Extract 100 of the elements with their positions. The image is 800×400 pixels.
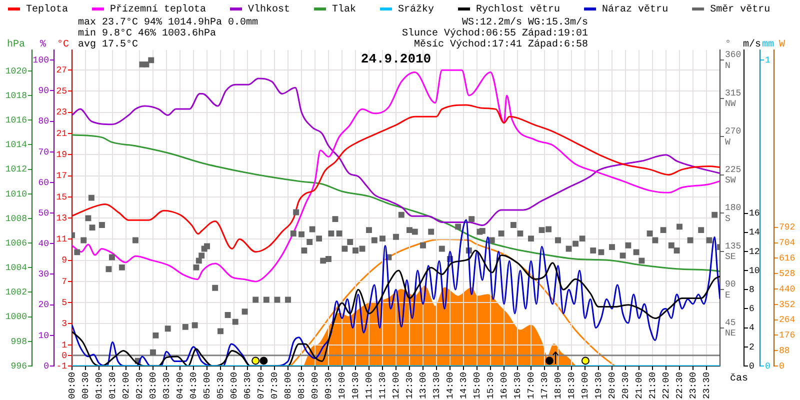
legend-label: Teplota <box>26 4 68 16</box>
y2-tick-label: 0 <box>44 361 49 372</box>
annotation: Měsíc Východ:17:41 Západ:6:58 <box>414 38 588 51</box>
y-tick-label: 12 <box>749 246 760 257</box>
y-tick-label: 10 <box>749 266 760 276</box>
y2-tick-label: 30 <box>38 270 49 280</box>
text: max 23.7°C 94% 1014.9hPa 0.0mm <box>78 16 258 29</box>
x-tick-label: 03:30 <box>162 372 172 400</box>
x-tick-label: 05:30 <box>216 372 226 400</box>
y3-tick-label: 1006 <box>5 238 27 248</box>
y2-tick-label: 50 <box>38 208 49 218</box>
y-tick-label: 88 <box>779 346 790 356</box>
y-tick-label: 704 <box>779 238 796 248</box>
x-tick-label: 21:00 <box>634 372 644 400</box>
y-tick-label: 616 <box>779 254 796 264</box>
y3-tick-label: 270 W <box>725 126 742 148</box>
x-tick-label: 02:00 <box>121 372 132 400</box>
y2-tick-label: 20 <box>38 300 49 310</box>
y2-tick-label: 90 <box>38 86 49 96</box>
y-tick-label: 0 <box>749 361 754 372</box>
y-tick-label: 16 <box>749 208 760 219</box>
x-tick-label: 10:30 <box>350 372 361 400</box>
x-tick-label: 19:00 <box>580 372 590 400</box>
y-tick-label: 352 <box>779 300 796 310</box>
x-tick-label: 07:00 <box>256 372 266 400</box>
y2-tick-label: 10 <box>38 330 49 341</box>
x-tick-label: 01:00 <box>94 372 104 400</box>
x-tick-label: 06:00 <box>229 372 240 400</box>
y-tick-label: 14 <box>749 228 760 238</box>
y-tick-label: 25 <box>56 86 67 97</box>
y-tick-label: 440 <box>779 284 796 294</box>
y-tick-label: 21 <box>56 128 67 139</box>
x-tick-label: 20:00 <box>607 372 618 400</box>
y-tick-label: 792 <box>779 222 796 233</box>
y2-tick-label: 60 <box>38 178 49 188</box>
y3-tick-label: 1004 <box>5 263 27 274</box>
y3-tick-label: 996 <box>10 361 27 372</box>
x-tick-label: 07:30 <box>270 372 280 400</box>
x-tick-label: 22:30 <box>674 372 685 400</box>
x-tick-label: 11:00 <box>364 372 374 400</box>
y2-tick-label: 1 <box>765 55 770 66</box>
text: WS:12.2m/s WG:15.3m/s <box>462 16 588 29</box>
x-axis-title: čas <box>730 372 748 385</box>
x-tick-label: 22:00 <box>661 372 672 400</box>
line-series <box>72 134 720 272</box>
x-tick-label: 00:00 <box>67 372 78 400</box>
annotation: avg 17.5°C <box>78 40 138 51</box>
y-axis-title: m/s <box>742 38 762 51</box>
y-tick-label: -1 <box>56 361 67 372</box>
y-tick-label: 11 <box>56 234 67 245</box>
y-tick-label: 0 <box>779 361 784 372</box>
x-tick-label: 09:00 <box>310 372 320 400</box>
y3-tick-label: 180 S <box>725 203 742 224</box>
y3-tick-label: 315 NW <box>725 88 742 110</box>
x-tick-label: 13:00 <box>418 372 428 400</box>
y2-tick-label: 100 <box>32 55 49 66</box>
x-tick-label: 00:30 <box>80 372 91 400</box>
x-tick-label: 04:00 <box>175 372 186 400</box>
x-tick-label: 14:30 <box>458 372 469 400</box>
legend-label: Vlhkost <box>248 4 290 16</box>
x-tick-label: 14:00 <box>445 372 456 400</box>
x-tick-label: 12:30 <box>404 372 415 400</box>
y2-tick-label: 80 <box>38 116 49 127</box>
legend-label: Srážky <box>398 4 434 16</box>
x-tick-label: 19:30 <box>594 372 604 400</box>
chart-title: 24.9.2010 <box>360 51 432 66</box>
x-tick-label: 15:30 <box>486 372 496 400</box>
legend-label: Náraz větru <box>602 4 668 16</box>
y3-tick-label: 360 N <box>725 50 742 71</box>
x-tick-label: 02:30 <box>134 372 145 400</box>
x-tick-label: 21:30 <box>648 372 658 400</box>
y-tick-label: 528 <box>779 268 796 279</box>
x-tick-label: 10:00 <box>337 372 348 400</box>
line-series <box>72 78 720 226</box>
y-tick-label: 19 <box>56 150 67 160</box>
y-tick-label: 15 <box>56 192 67 202</box>
x-tick-label: 13:30 <box>432 372 442 400</box>
text: min 9.8°C 46% 1003.6hPa <box>78 28 216 40</box>
y-tick-label: 8 <box>749 285 754 296</box>
y3-tick-label: 225 SW <box>725 164 742 186</box>
y-tick-label: 0 <box>62 350 67 361</box>
x-tick-label: 18:30 <box>566 372 577 400</box>
y-tick-label: 27 <box>56 65 67 76</box>
y-tick-label: 17 <box>56 171 67 182</box>
x-tick-label: 08:00 <box>283 372 294 400</box>
y2-axis-title: mm <box>762 40 774 51</box>
y-axis-title: °C <box>56 40 70 51</box>
x-tick-label: 17:00 <box>526 372 536 400</box>
x-tick-label: 11:30 <box>378 372 388 400</box>
y-axis-title: W <box>778 40 786 51</box>
y-tick-label: 9 <box>62 256 67 266</box>
y3-tick-label: 135 SE <box>725 241 742 262</box>
y3-tick-label: 1002 <box>5 288 27 298</box>
y3-axis-title: ° <box>724 40 732 51</box>
x-tick-label: 23:30 <box>702 372 712 400</box>
x-tick-label: 17:30 <box>540 372 550 400</box>
y3-tick-label: 1020 <box>5 66 27 76</box>
x-tick-label: 05:00 <box>202 372 212 400</box>
y3-tick-label: 1010 <box>5 189 27 200</box>
y-tick-label: 13 <box>56 213 67 224</box>
